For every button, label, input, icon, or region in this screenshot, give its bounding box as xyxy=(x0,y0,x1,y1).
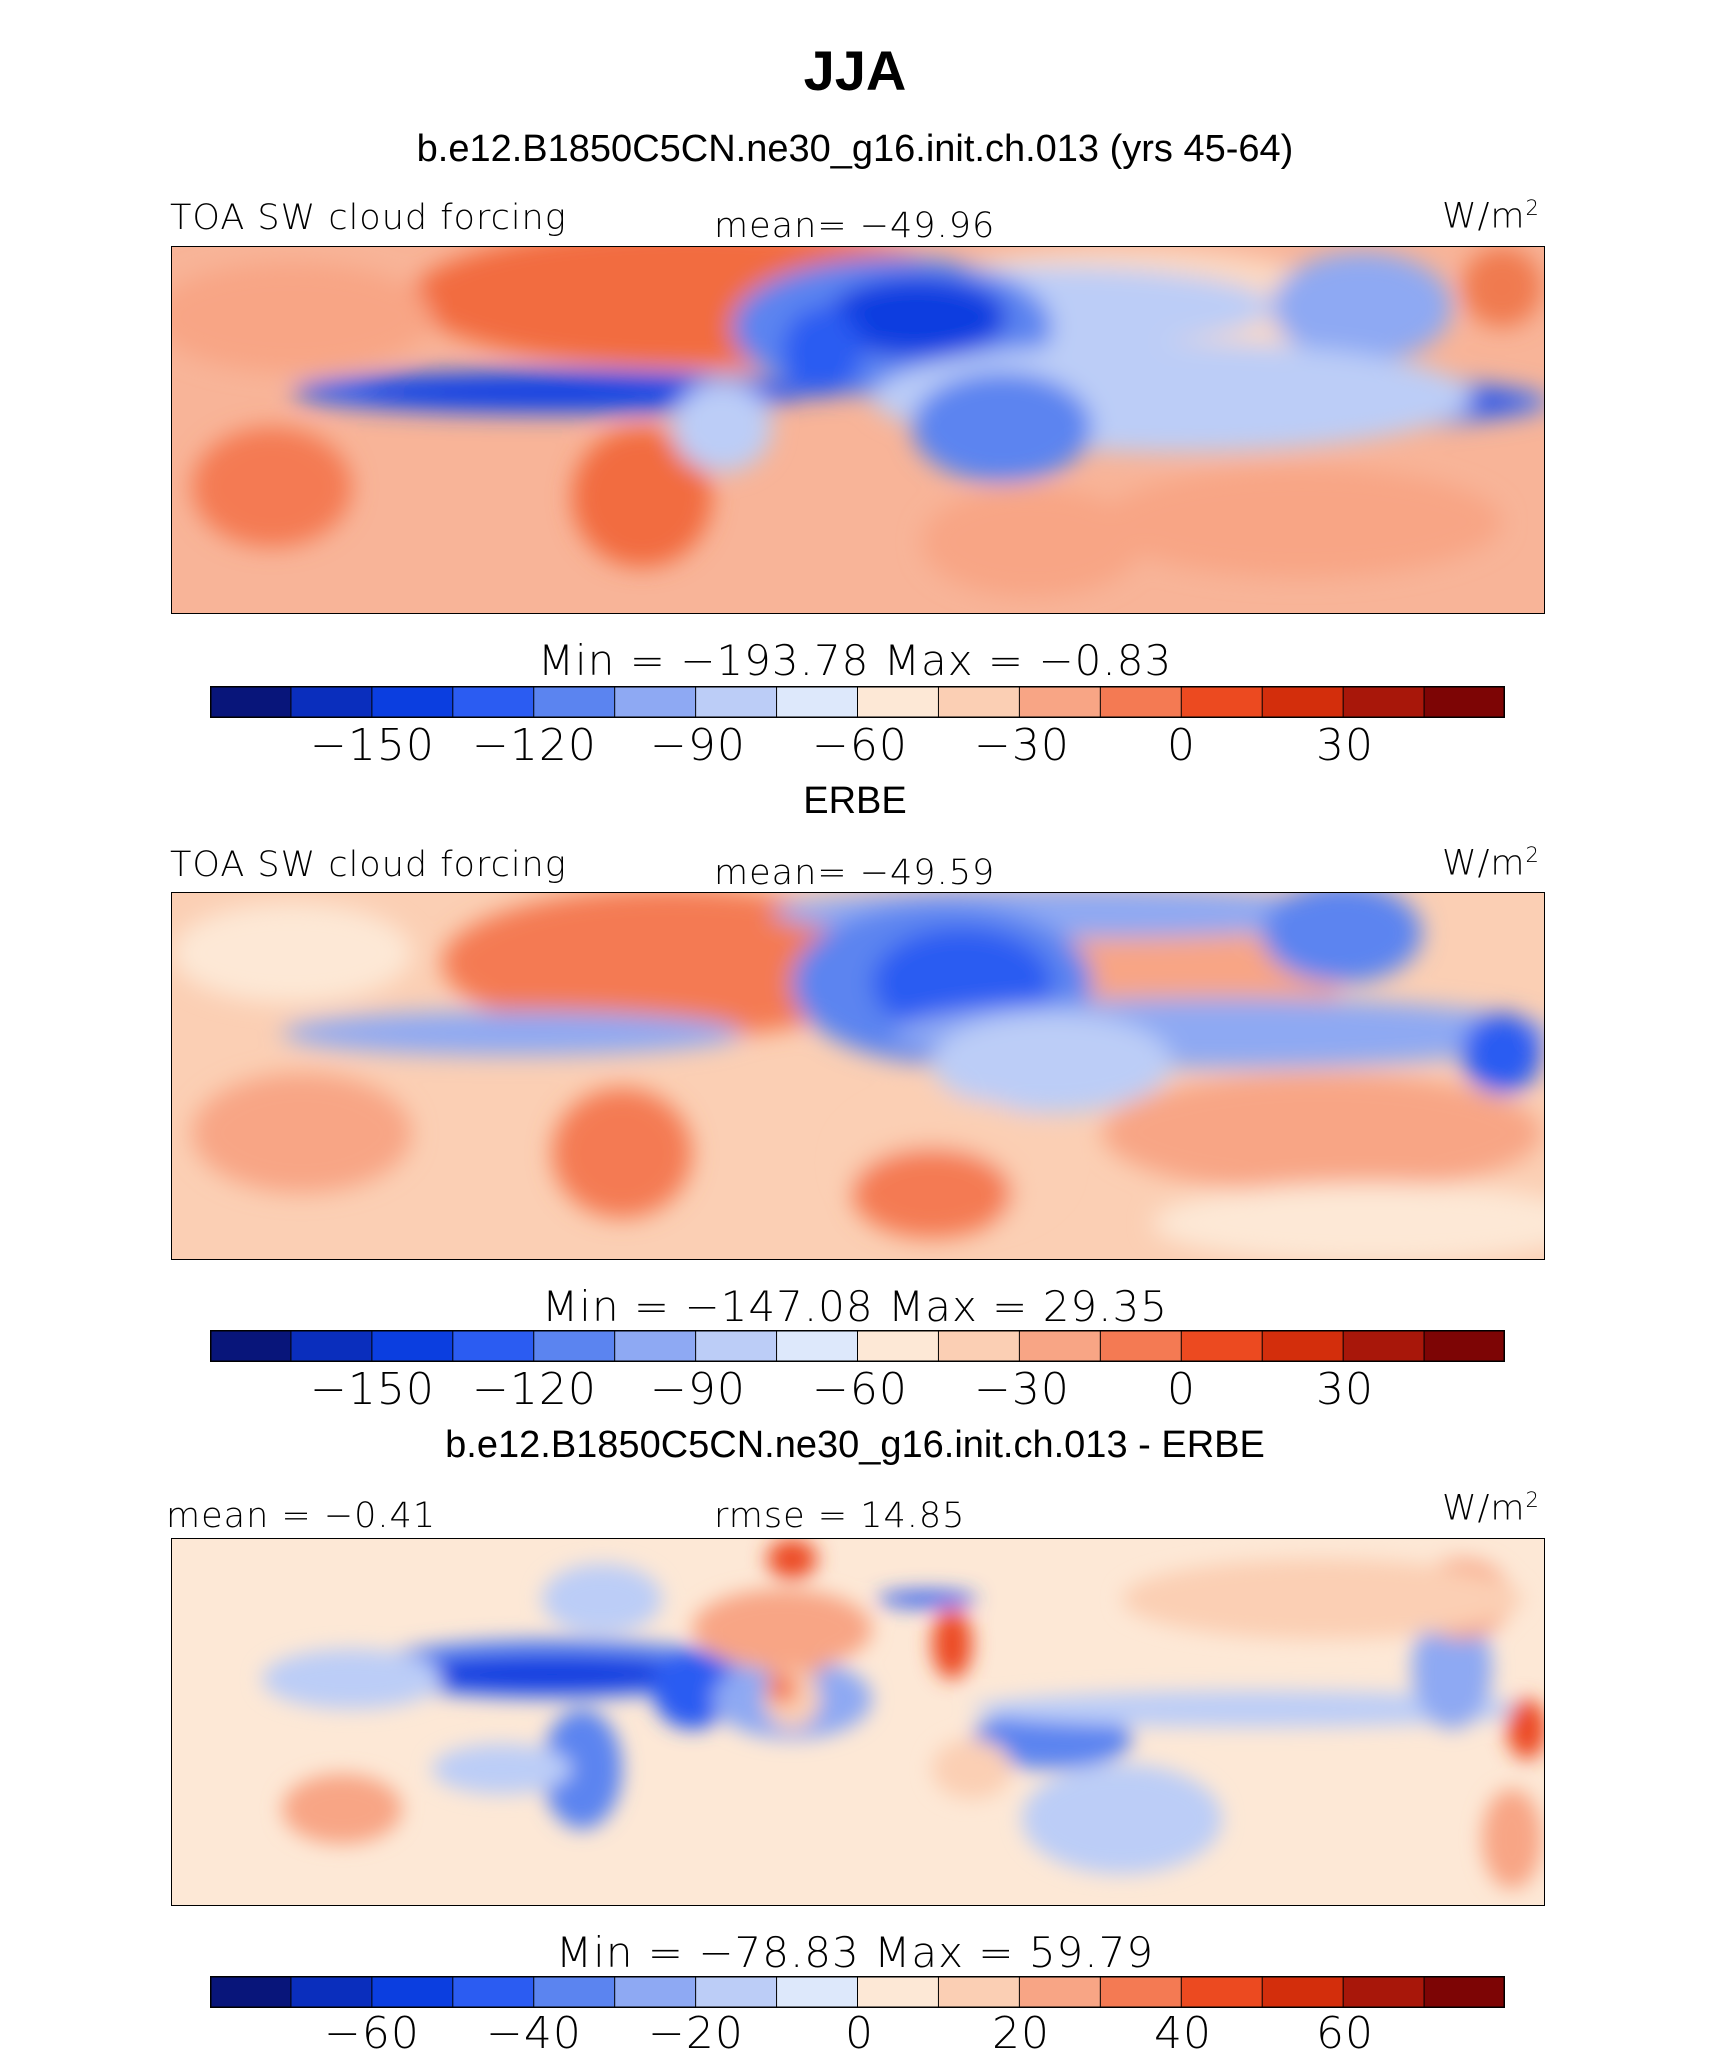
colorbar-1-swatch xyxy=(938,686,1020,718)
colorbar-2-swatch xyxy=(695,1330,778,1362)
colorbar-2-tick: 0 xyxy=(1167,1364,1196,1415)
panel-1-mean-label: mean= −49.96 xyxy=(714,206,996,246)
colorbar-2-swatch xyxy=(938,1330,1020,1362)
colorbar-2-swatch xyxy=(290,1330,373,1362)
colorbar-2-swatch xyxy=(1343,1330,1425,1362)
colorbar-2-swatch xyxy=(210,1330,292,1362)
page-title: JJA xyxy=(803,39,907,102)
colorbar-1 xyxy=(210,686,1505,718)
colorbar-2-swatch xyxy=(1262,1330,1344,1362)
panel-2-units-label: W/m2 xyxy=(1442,843,1540,884)
colorbar-3-border xyxy=(210,1976,1505,2008)
panel-1-variable-label: TOA SW cloud forcing xyxy=(170,198,567,238)
colorbar-1-tick: −30 xyxy=(974,720,1070,771)
colorbar-1-swatch xyxy=(290,686,373,718)
colorbar-1-swatch xyxy=(1181,686,1263,718)
colorbar-2-swatch xyxy=(857,1330,939,1362)
colorbar-3-swatch xyxy=(1343,1976,1425,2008)
colorbar-3-swatch xyxy=(533,1976,616,2008)
colorbar-2-swatch xyxy=(371,1330,454,1362)
colorbar-2-swatch xyxy=(533,1330,616,1362)
panel-2-variable-label: TOA SW cloud forcing xyxy=(170,845,567,885)
colorbar-3-swatch xyxy=(371,1976,454,2008)
panel-3-minmax: Min = −78.83 Max = 59.79 xyxy=(555,1928,1155,1977)
panel-1-units-label: W/m2 xyxy=(1442,196,1540,237)
colorbar-3-swatch xyxy=(210,1976,292,2008)
colorbar-1-tick: 30 xyxy=(1316,720,1374,771)
panel-1-map xyxy=(171,246,1545,614)
colorbar-1-swatch xyxy=(857,686,939,718)
panel-3-units-label: W/m2 xyxy=(1442,1488,1540,1529)
colorbar-2-swatch xyxy=(1019,1330,1101,1362)
colorbar-3-swatch xyxy=(857,1976,939,2008)
colorbar-2-tick: −60 xyxy=(812,1364,908,1415)
colorbar-1-tick: −90 xyxy=(650,720,746,771)
colorbar-2 xyxy=(210,1330,1505,1362)
colorbar-3 xyxy=(210,1976,1505,2008)
colorbar-1-swatch xyxy=(533,686,616,718)
colorbar-1-swatch xyxy=(210,686,292,718)
colorbar-3-swatch xyxy=(290,1976,373,2008)
colorbar-2-swatch xyxy=(1181,1330,1263,1362)
colorbar-3-tick: 20 xyxy=(992,2008,1050,2059)
panel-2-subtitle: ERBE xyxy=(803,780,907,822)
panel-3-mean-label: mean = −0.41 xyxy=(166,1496,437,1536)
colorbar-1-swatch xyxy=(1262,686,1344,718)
colorbar-1-tick: −120 xyxy=(472,720,597,771)
colorbar-1-tick: −60 xyxy=(812,720,908,771)
colorbar-3-tick: −60 xyxy=(324,2008,420,2059)
panel-3-rmse-label: rmse = 14.85 xyxy=(714,1496,966,1536)
colorbar-1-tick: 0 xyxy=(1167,720,1196,771)
colorbar-3-tick: −20 xyxy=(648,2008,744,2059)
panel-1-subtitle: b.e12.B1850C5CN.ne30_g16.init.ch.013 (yr… xyxy=(416,128,1294,170)
colorbar-2-swatch xyxy=(614,1330,697,1362)
colorbar-1-swatch xyxy=(1424,686,1505,718)
colorbar-1-ticks: −150 −120 −90 −60 −30 0 30 xyxy=(0,720,1710,771)
panel-1-minmax: Min = −193.78 Max = −0.83 xyxy=(537,636,1173,685)
colorbar-2-ticks: −150 −120 −90 −60 −30 0 30 xyxy=(0,1364,1710,1415)
colorbar-3-ticks: −60 −40 −20 0 20 40 60 xyxy=(0,2008,1710,2059)
colorbar-2-tick: −150 xyxy=(310,1364,435,1415)
colorbar-3-swatch xyxy=(1424,1976,1505,2008)
colorbar-3-swatch xyxy=(695,1976,778,2008)
colorbar-2-swatch xyxy=(1424,1330,1505,1362)
panel-2-minmax: Min = −147.08 Max = 29.35 xyxy=(542,1282,1168,1331)
colorbar-1-swatch xyxy=(371,686,454,718)
colorbar-2-tick: −90 xyxy=(650,1364,746,1415)
colorbar-2-tick: 30 xyxy=(1316,1364,1374,1415)
colorbar-3-tick: 0 xyxy=(845,2008,874,2059)
panel-3-map xyxy=(171,1538,1545,1906)
colorbar-2-border xyxy=(210,1330,1505,1362)
colorbar-1-tick: −150 xyxy=(310,720,435,771)
colorbar-1-swatch xyxy=(1343,686,1425,718)
colorbar-3-swatch xyxy=(1019,1976,1101,2008)
panel-2-map xyxy=(171,892,1545,1260)
colorbar-3-swatch xyxy=(1262,1976,1344,2008)
colorbar-2-tick: −30 xyxy=(974,1364,1070,1415)
colorbar-3-tick: 60 xyxy=(1316,2008,1374,2059)
colorbar-2-swatch xyxy=(452,1330,535,1362)
panel-3-subtitle: b.e12.B1850C5CN.ne30_g16.init.ch.013 - E… xyxy=(445,1424,1265,1466)
colorbar-3-swatch xyxy=(1181,1976,1263,2008)
colorbar-3-swatch xyxy=(938,1976,1020,2008)
colorbar-1-border xyxy=(210,686,1505,718)
colorbar-3-tick: 40 xyxy=(1154,2008,1212,2059)
colorbar-3-swatch xyxy=(614,1976,697,2008)
colorbar-3-swatch xyxy=(452,1976,535,2008)
colorbar-1-swatch xyxy=(776,686,858,718)
colorbar-2-swatch xyxy=(1100,1330,1182,1362)
colorbar-3-swatch xyxy=(776,1976,858,2008)
colorbar-2-tick: −120 xyxy=(472,1364,597,1415)
panel-2-mean-label: mean= −49.59 xyxy=(714,853,996,893)
colorbar-1-swatch xyxy=(452,686,535,718)
colorbar-2-swatch xyxy=(776,1330,858,1362)
colorbar-1-swatch xyxy=(695,686,778,718)
colorbar-3-tick: −40 xyxy=(486,2008,582,2059)
colorbar-1-swatch xyxy=(1100,686,1182,718)
colorbar-1-swatch xyxy=(1019,686,1101,718)
colorbar-1-swatch xyxy=(614,686,697,718)
colorbar-3-swatch xyxy=(1100,1976,1182,2008)
